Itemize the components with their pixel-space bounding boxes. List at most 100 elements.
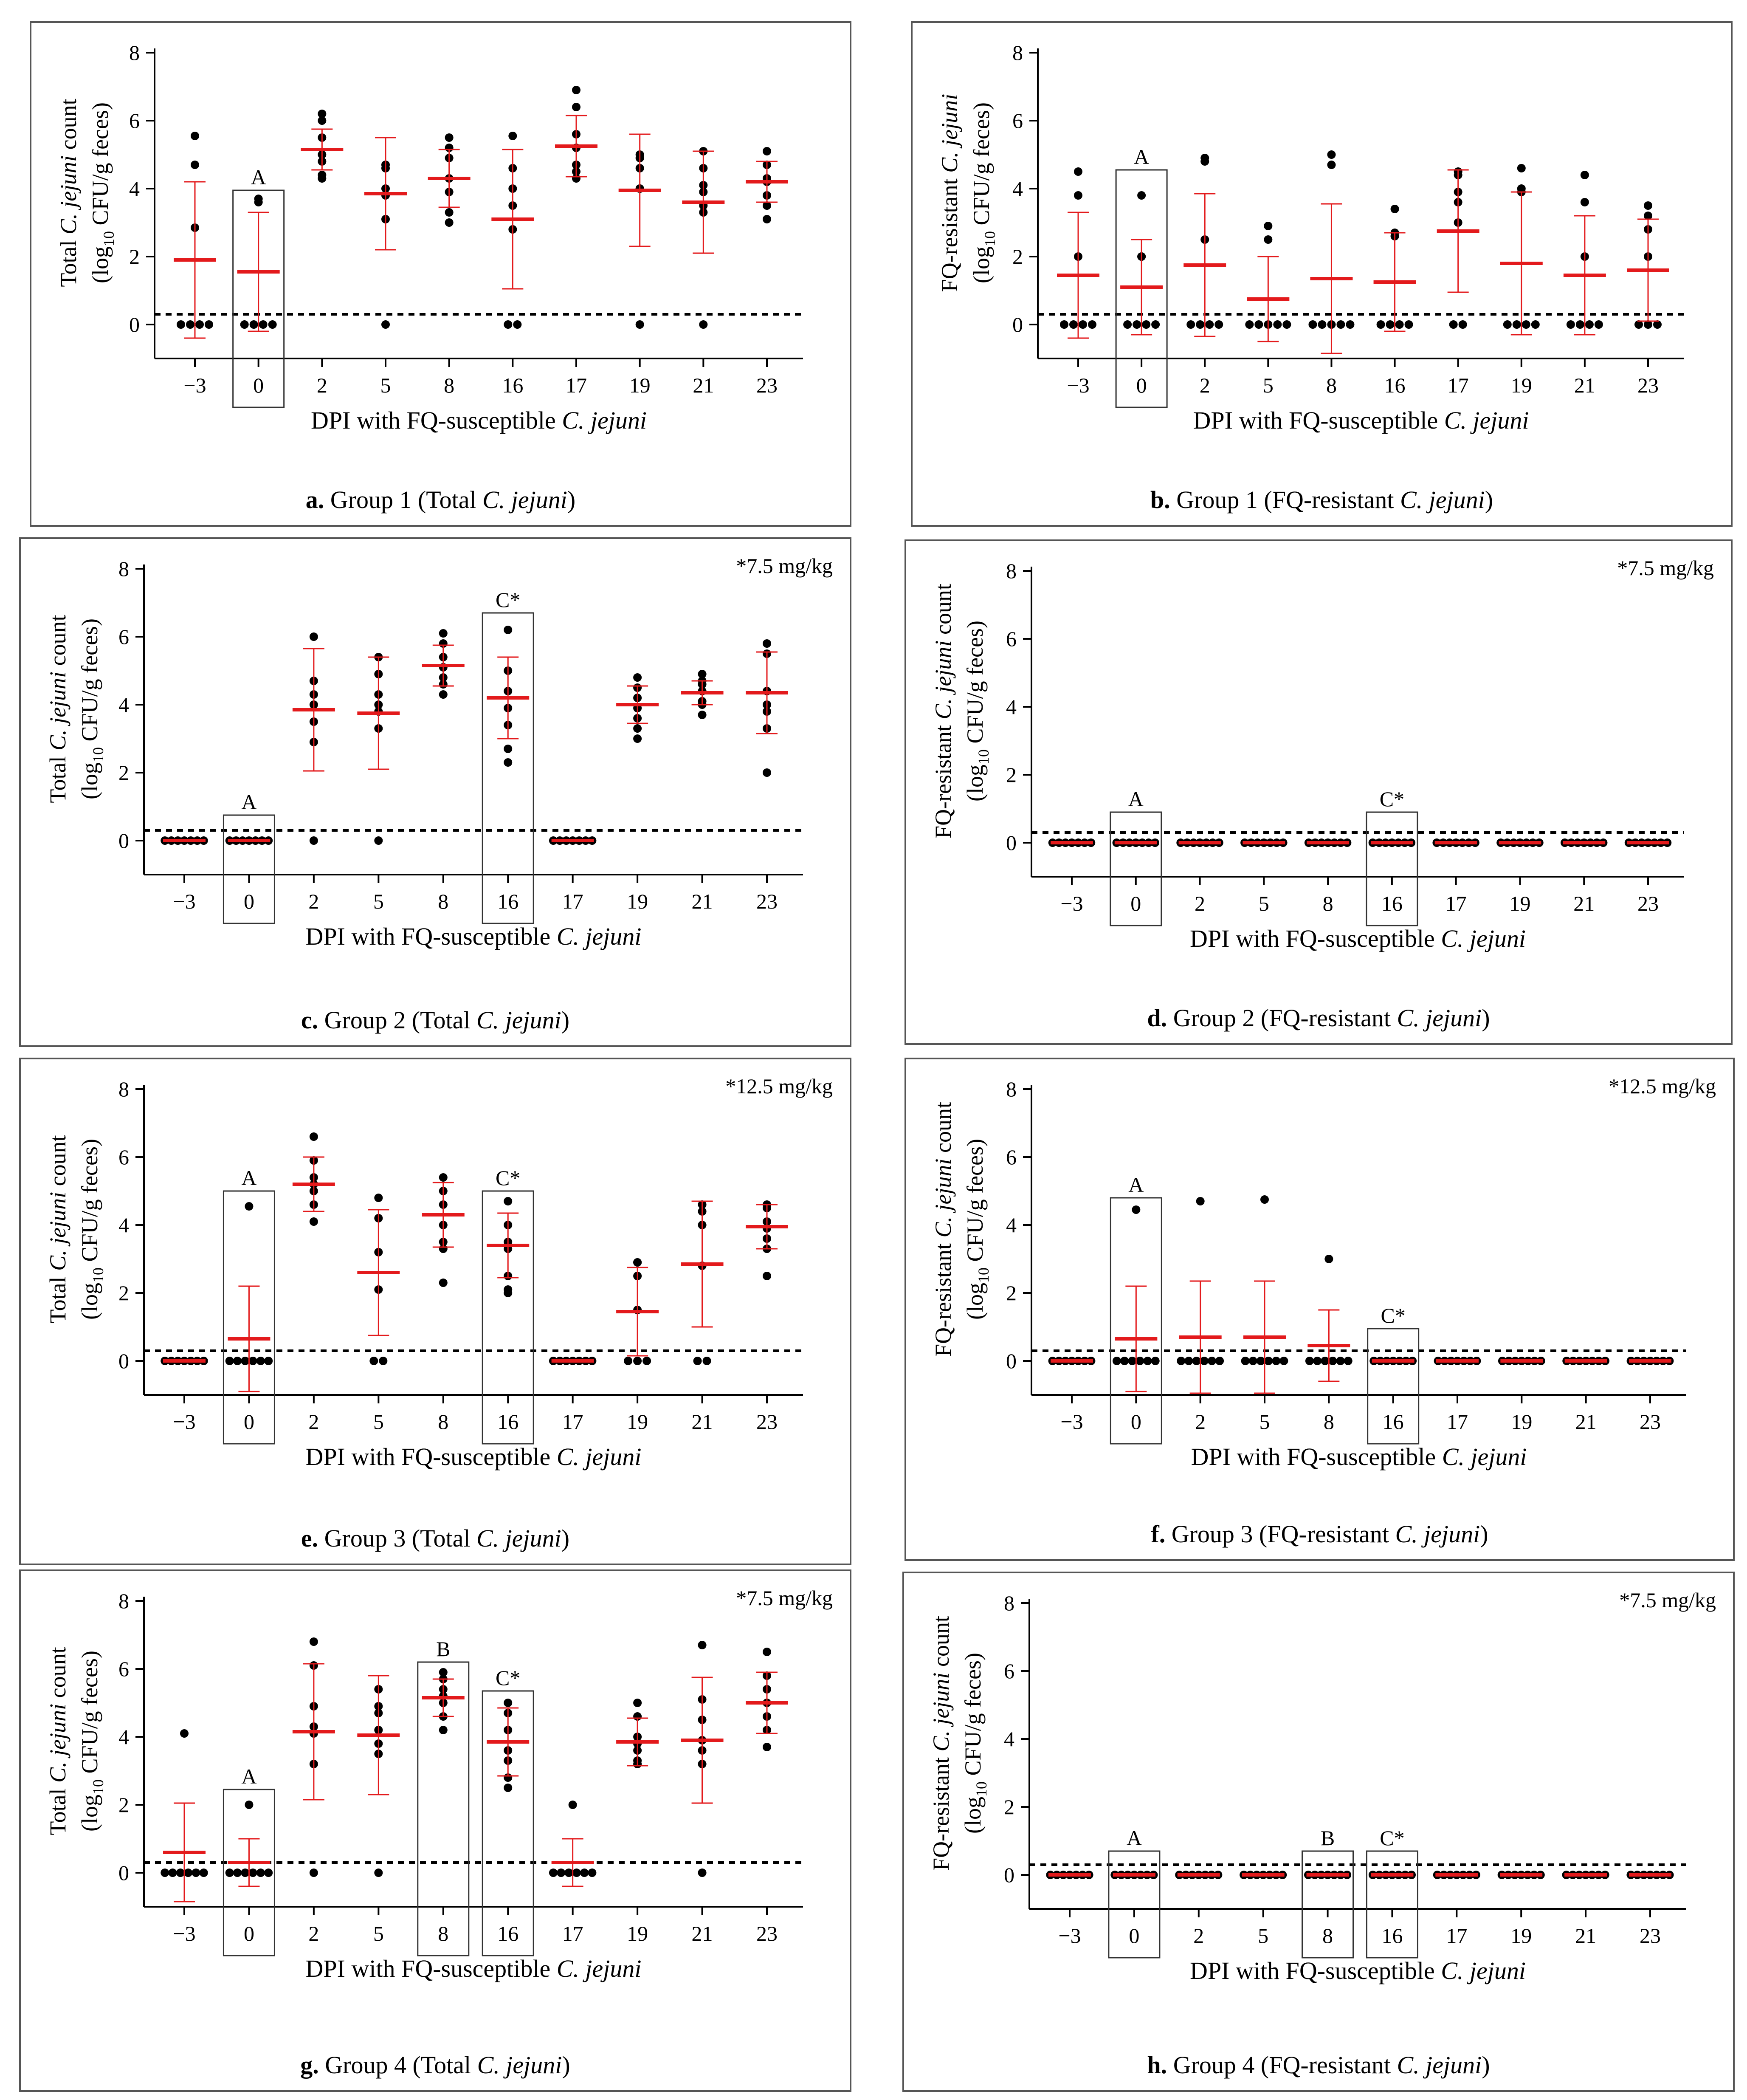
data-point: [699, 320, 708, 329]
y-tick-label: 6: [118, 1657, 129, 1681]
x-tick-label: 21: [693, 373, 714, 397]
x-tick-label: 0: [1129, 1924, 1139, 1948]
data-point: [504, 626, 513, 634]
x-axis-label: DPI with FQ-susceptible C. jejuni: [1191, 1443, 1527, 1471]
highlight-box: [1108, 1850, 1161, 1959]
data-point: [1517, 164, 1526, 172]
box-letter: A: [241, 1166, 256, 1190]
x-tick-label: 5: [1258, 1924, 1268, 1948]
x-tick-label: 2: [1195, 892, 1205, 915]
x-tick-label: 19: [627, 1410, 648, 1434]
x-tick-label: 5: [373, 889, 384, 913]
data-point: [161, 1869, 169, 1877]
y-tick-label: 2: [129, 245, 140, 268]
data-point: [1241, 1357, 1250, 1365]
data-point: [233, 1357, 242, 1365]
y-tick-label: 4: [118, 693, 129, 717]
x-tick-label: 2: [308, 1410, 319, 1434]
data-point: [572, 103, 580, 111]
y-tick-label: 6: [118, 1145, 129, 1169]
data-point: [504, 320, 513, 329]
data-point: [1123, 320, 1132, 329]
box-letter: A: [1128, 1173, 1144, 1197]
x-tick-label: 8: [1324, 1410, 1334, 1434]
data-point: [240, 320, 249, 329]
x-tick-label: 8: [1326, 373, 1337, 397]
data-point: [1575, 320, 1584, 329]
data-point: [1634, 320, 1643, 329]
data-point: [1205, 320, 1214, 329]
data-point: [1184, 1357, 1193, 1365]
data-point: [763, 147, 771, 155]
y-axis-label-line2: (log10 CFU/g feces): [962, 1139, 992, 1320]
data-point: [1313, 1357, 1322, 1365]
panel-caption: a. Group 1 (Total C. jejuni): [306, 486, 575, 514]
data-point: [1336, 1357, 1345, 1365]
y-axis-label-line2: (log10 CFU/g feces): [77, 618, 107, 799]
data-point: [1264, 235, 1273, 244]
chart-h: 0 2 4 6 8 −3 0 2 5 8 16 17 19 21 23 A B C* *7.5 mg/kg FQ-re…: [928, 1588, 1716, 2079]
highlight-box: [1110, 1197, 1162, 1445]
data-point: [633, 734, 642, 743]
data-point: [1328, 1357, 1337, 1365]
y-tick-label: 0: [1004, 1863, 1014, 1887]
x-tick-label: 21: [1575, 1410, 1597, 1434]
x-tick-label: 0: [244, 889, 254, 913]
x-tick-label: 19: [1509, 892, 1530, 915]
data-point: [1264, 1357, 1273, 1365]
data-point: [445, 208, 454, 217]
data-point: [264, 1357, 273, 1365]
data-point: [1272, 1357, 1281, 1365]
data-point: [1069, 320, 1078, 329]
data-point: [186, 320, 194, 329]
x-tick-label: −3: [173, 1410, 195, 1434]
highlight-box: [482, 612, 534, 924]
data-point: [369, 1357, 378, 1365]
y-axis-label-line2: (log10 CFU/g feces): [87, 102, 117, 283]
data-point: [1336, 320, 1345, 329]
data-point: [572, 86, 580, 94]
y-axis-label: FQ-resistant C. jejuni count(log10 CFU/g…: [930, 584, 992, 838]
x-tick-label: 21: [692, 1410, 713, 1434]
data-point: [564, 1869, 573, 1877]
x-tick-label: 0: [244, 1410, 254, 1434]
data-point: [309, 1217, 318, 1226]
data-point: [1566, 320, 1575, 329]
data-point: [1376, 320, 1385, 329]
data-point: [1386, 320, 1395, 329]
data-point: [439, 1726, 448, 1734]
y-axis-label: Total C. jejuni count(log10 CFU/g feces): [45, 1135, 107, 1323]
box-letter: C*: [496, 588, 520, 612]
x-tick-label: −3: [173, 889, 195, 913]
data-point: [1531, 320, 1540, 329]
y-tick-label: 2: [1012, 245, 1023, 268]
x-tick-label: 17: [1446, 1924, 1467, 1948]
data-point: [633, 673, 642, 682]
data-point: [439, 1173, 448, 1182]
y-axis-label: Total C. jejuni count(log10 CFU/g feces): [45, 1647, 107, 1835]
dose-note: *7.5 mg/kg: [1619, 1588, 1716, 1612]
data-point: [1344, 1357, 1353, 1365]
x-tick-label: −3: [1067, 373, 1089, 397]
data-point: [439, 629, 448, 638]
data-point: [1137, 191, 1146, 200]
x-tick-label: 17: [562, 1922, 583, 1945]
y-axis-label-line1: Total C. jejuni count: [56, 99, 81, 287]
data-point: [1580, 171, 1589, 179]
x-tick-label: 17: [1447, 1410, 1468, 1434]
data-point: [176, 1869, 185, 1877]
panel-b: 0 2 4 6 8 −3 0 2 5 8 16 17 19 21 23 A FQ-resistant C. je…: [911, 21, 1733, 527]
data-point: [191, 132, 199, 140]
x-tick-label: 0: [1130, 892, 1141, 915]
data-point: [504, 1784, 513, 1792]
data-point: [1214, 320, 1223, 329]
y-axis-label: Total C. jejuni count(log10 CFU/g feces): [56, 99, 117, 287]
data-point: [309, 836, 318, 845]
x-tick-label: 8: [438, 1410, 448, 1434]
data-point: [1254, 320, 1263, 329]
highlight-box: [1367, 1328, 1420, 1445]
data-point: [763, 639, 771, 648]
box-letter: C*: [1380, 787, 1404, 811]
y-tick-label: 4: [129, 177, 140, 200]
chart-b: 0 2 4 6 8 −3 0 2 5 8 16 17 19 21 23 A FQ-resistant C. je…: [937, 41, 1684, 514]
